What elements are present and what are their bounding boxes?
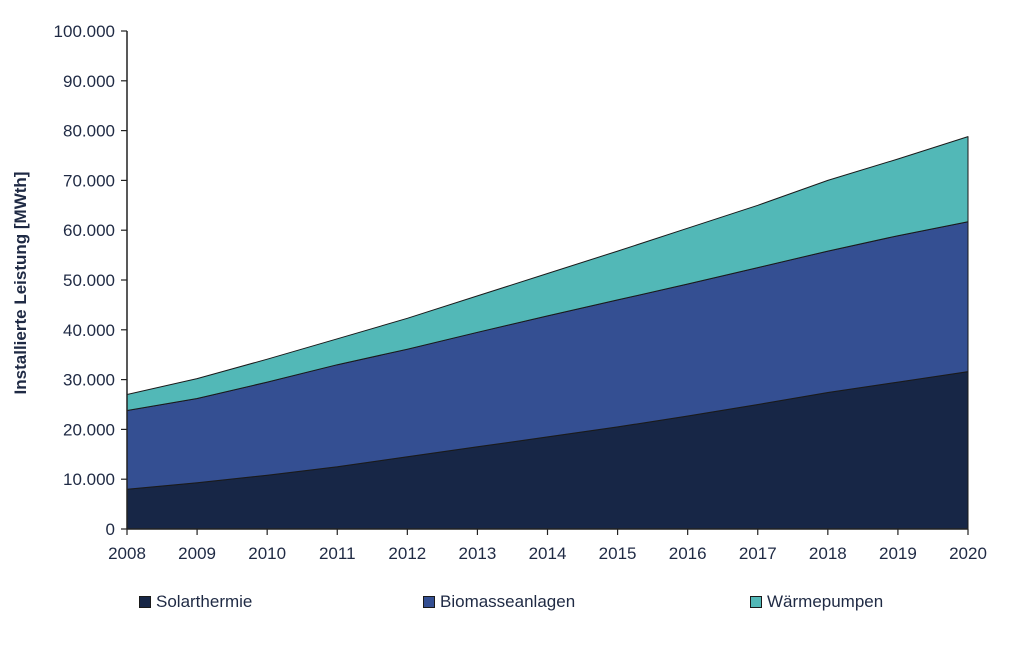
- legend-swatch-biomasseanlagen: [423, 596, 435, 608]
- x-tick-label: 2019: [879, 544, 917, 563]
- x-tick-label: 2017: [739, 544, 777, 563]
- area-series-w-rmepumpen: [126, 136, 969, 411]
- x-tick-label: 2012: [388, 544, 426, 563]
- y-tick-label: 70.000: [63, 171, 115, 190]
- legend-swatch-solarthermie: [139, 596, 151, 608]
- x-tick-label: 2016: [669, 544, 707, 563]
- legend-item-waermepumpen: Wärmepumpen: [750, 592, 883, 612]
- x-tick-label: 2020: [949, 544, 987, 563]
- x-tick-label: 2009: [178, 544, 216, 563]
- y-tick-label: 80.000: [63, 122, 115, 141]
- legend-swatch-waermepumpen: [750, 596, 762, 608]
- stacked-area-chart: 0 10.000 20.000 30.000 40.000 50.000 60.000 70.…: [11, 22, 987, 563]
- y-tick-label: 30.000: [63, 371, 115, 390]
- y-tick-label: 20.000: [63, 420, 115, 439]
- y-tick-label: 0: [106, 520, 115, 539]
- y-tick-label: 40.000: [63, 321, 115, 340]
- x-tick-label: 2008: [108, 544, 146, 563]
- y-axis-label: Installierte Leistung [MWth]: [11, 172, 30, 395]
- legend-label-solarthermie: Solarthermie: [156, 592, 253, 611]
- y-tick-label: 100.000: [54, 22, 115, 41]
- x-tick-label: 2014: [529, 544, 567, 563]
- y-tick-label: 60.000: [63, 221, 115, 240]
- legend-item-biomasseanlagen: Biomasseanlagen: [423, 592, 575, 612]
- x-tick-label: 2010: [248, 544, 286, 563]
- y-tick-group: 0 10.000 20.000 30.000 40.000 50.000 60.000 70.…: [54, 22, 127, 539]
- x-tick-group: 2008 2009 2010 2011 2012 2013 2014 2015 2016 2017…: [108, 529, 987, 563]
- legend-label-biomasseanlagen: Biomasseanlagen: [440, 592, 576, 611]
- x-tick-label: 2015: [599, 544, 637, 563]
- area-series-group: [126, 136, 969, 530]
- y-tick-label: 50.000: [63, 271, 115, 290]
- legend: Solarthermie Biomasseanlagen Wärmepumpen: [0, 592, 1024, 616]
- x-tick-label: 2018: [809, 544, 847, 563]
- x-tick-label: 2013: [459, 544, 497, 563]
- y-tick-label: 90.000: [63, 72, 115, 91]
- legend-label-waermepumpen: Wärmepumpen: [767, 592, 884, 611]
- legend-item-solarthermie: Solarthermie: [139, 592, 252, 612]
- x-tick-label: 2011: [319, 544, 356, 563]
- y-tick-label: 10.000: [63, 470, 115, 489]
